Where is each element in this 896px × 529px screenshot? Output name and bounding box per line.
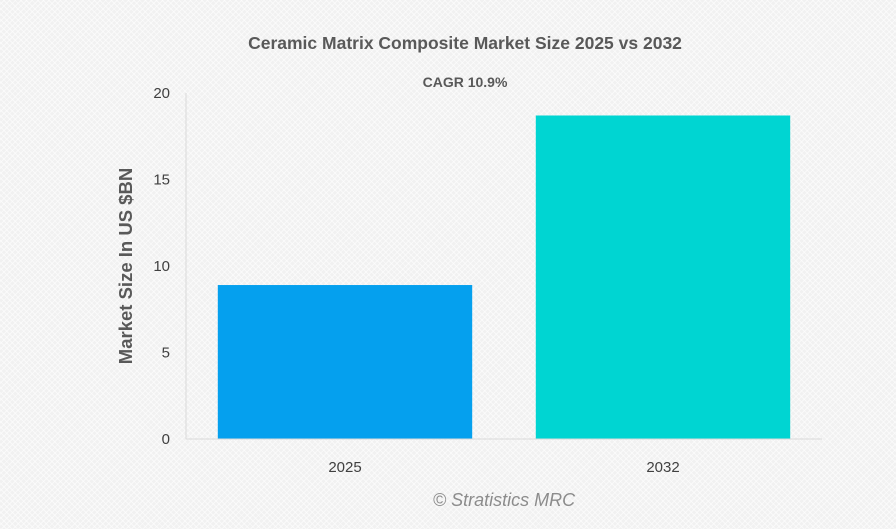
y-axis-label: Market Size In US $BN xyxy=(115,168,136,364)
source-credit: © Stratistics MRC xyxy=(433,490,576,510)
bars xyxy=(217,115,791,440)
x-axis-ticks: 2025 2032 xyxy=(328,459,679,476)
y-tick-label: 0 xyxy=(162,431,170,448)
y-tick-label: 5 xyxy=(162,345,170,362)
x-tick-label: 2025 xyxy=(328,459,361,476)
bar-2025 xyxy=(217,285,473,439)
bar-2032 xyxy=(535,115,791,440)
chart-subtitle: CAGR 10.9% xyxy=(423,74,508,90)
y-tick-label: 20 xyxy=(153,85,170,102)
x-tick-label: 2032 xyxy=(646,459,679,476)
y-tick-label: 10 xyxy=(153,258,170,275)
chart-title: Ceramic Matrix Composite Market Size 202… xyxy=(248,33,682,53)
y-axis-ticks: 0 5 10 15 20 xyxy=(153,85,170,448)
y-tick-label: 15 xyxy=(153,172,170,189)
